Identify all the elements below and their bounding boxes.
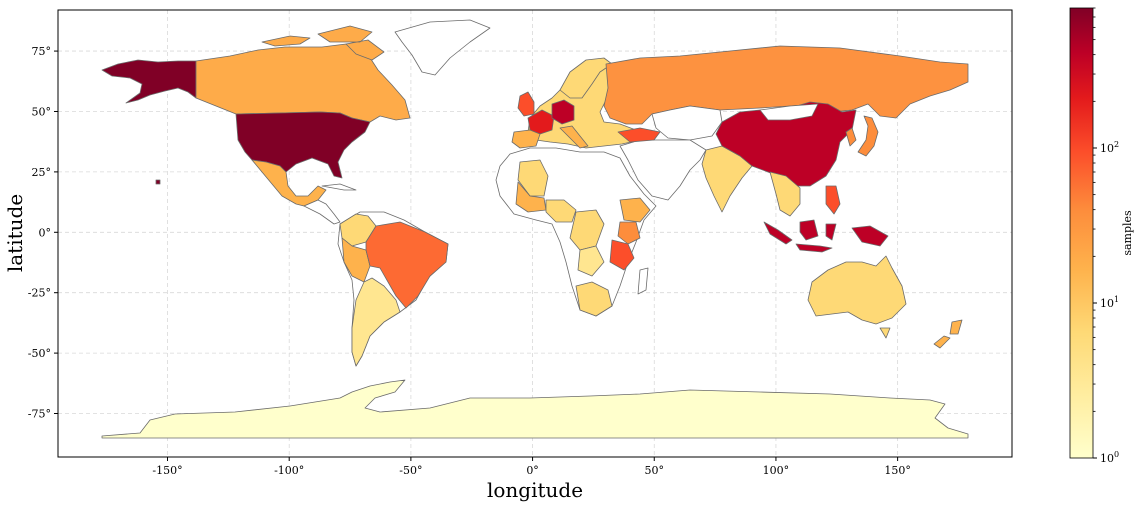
region-argentina xyxy=(351,277,401,367)
region-australia xyxy=(807,255,907,325)
region-mexico xyxy=(251,159,327,207)
x-tick-label: 50° xyxy=(645,464,665,477)
y-tick-label: -25° xyxy=(28,287,51,300)
y-tick-label: 50° xyxy=(32,105,52,118)
x-axis-label: longitude xyxy=(487,478,583,502)
y-tick-label: 0° xyxy=(39,226,52,239)
region-tasmania xyxy=(879,327,891,339)
land-layer xyxy=(101,19,969,439)
colorbar-tick-label: 100 xyxy=(1100,450,1119,465)
y-tick-label: -50° xyxy=(28,347,51,360)
y-axis-ticks: 75° 50° 25° 0° -25° -50° -75° xyxy=(28,45,58,421)
y-tick-label: -75° xyxy=(28,408,51,421)
colorbar xyxy=(1069,7,1094,459)
region-kenya xyxy=(617,221,641,245)
region-central-america xyxy=(303,199,341,225)
x-tick-label: -150° xyxy=(152,464,182,477)
x-axis-ticks: -150° -100° -50° 0° 50° 100° 150° xyxy=(152,457,911,477)
region-iberia xyxy=(511,129,541,149)
colorbar-ticks: 100 101 102 xyxy=(1093,7,1119,465)
region-japan xyxy=(857,115,879,157)
region-germany xyxy=(551,99,575,125)
region-cuba xyxy=(321,183,357,191)
region-united-kingdom xyxy=(517,91,535,117)
x-tick-label: -100° xyxy=(274,464,304,477)
colorbar-tick-label: 102 xyxy=(1100,140,1119,155)
region-south-africa xyxy=(575,281,613,317)
region-alaska xyxy=(101,59,197,104)
colorbar-label: samples xyxy=(1121,210,1134,256)
region-north-africa xyxy=(517,159,549,197)
colorbar-tick-label: 101 xyxy=(1100,295,1119,310)
region-antarctica xyxy=(101,379,969,439)
y-tick-label: 25° xyxy=(32,166,52,179)
region-west-africa xyxy=(545,199,577,223)
region-turkey xyxy=(617,127,661,143)
region-united-states xyxy=(235,111,371,179)
region-greenland xyxy=(394,19,491,76)
region-peru xyxy=(341,237,371,283)
y-axis-label: latitude xyxy=(3,194,27,272)
y-tick-label: 75° xyxy=(32,45,52,58)
region-new-zealand xyxy=(933,319,963,349)
region-italy xyxy=(559,125,589,149)
region-tanzania xyxy=(609,239,635,271)
region-canada-islands xyxy=(261,25,385,61)
plot-frame xyxy=(57,9,1013,458)
x-tick-label: 150° xyxy=(884,464,911,477)
region-korea xyxy=(845,127,857,147)
region-hawaii xyxy=(155,179,161,185)
region-middle-east xyxy=(619,139,707,201)
x-tick-label: -50° xyxy=(399,464,422,477)
region-central-asia xyxy=(651,105,723,141)
region-russia xyxy=(603,45,969,125)
region-philippines xyxy=(825,185,841,215)
region-brazil xyxy=(365,221,449,309)
region-mongolia xyxy=(759,103,819,121)
x-tick-label: 100° xyxy=(763,464,790,477)
region-indonesia xyxy=(763,219,889,253)
region-congo xyxy=(577,245,605,277)
region-southeast-asia xyxy=(769,171,801,217)
x-tick-label: 0° xyxy=(526,464,539,477)
region-madagascar xyxy=(637,267,649,295)
region-ethiopia xyxy=(619,197,651,223)
